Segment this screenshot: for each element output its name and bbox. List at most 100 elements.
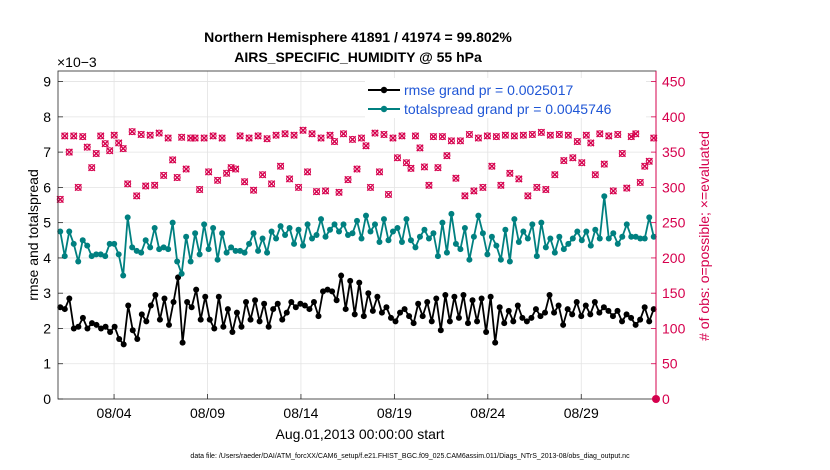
obs-evaluated-marker xyxy=(263,135,271,143)
obs-possible-marker xyxy=(187,134,195,142)
obs-point xyxy=(168,156,177,164)
obs-point xyxy=(164,134,172,142)
obs-evaluated-marker xyxy=(312,187,321,196)
obs-possible-marker xyxy=(479,183,487,191)
spread-point xyxy=(156,246,163,253)
spread-point xyxy=(133,247,140,254)
spread-point xyxy=(632,233,639,240)
obs-point xyxy=(632,130,640,138)
obs-evaluated-marker xyxy=(623,184,631,192)
obs-possible-marker xyxy=(335,188,343,196)
spread-point xyxy=(241,249,248,256)
spread-point xyxy=(457,246,464,253)
rmse-point xyxy=(646,318,653,325)
y2-tick-label: 300 xyxy=(662,179,686,195)
obs-point xyxy=(294,183,303,192)
spread-point xyxy=(511,216,518,223)
rmse-point xyxy=(619,318,626,325)
obs-evaluated-marker xyxy=(488,162,496,170)
obs-evaluated-marker xyxy=(303,168,312,176)
obs-possible-marker xyxy=(106,147,114,155)
obs-possible-marker xyxy=(582,131,590,139)
rmse-point xyxy=(202,293,209,300)
rmse-point xyxy=(265,323,272,330)
spread-point xyxy=(376,239,383,246)
rmse-point xyxy=(306,306,313,313)
rmse-point xyxy=(215,293,222,300)
spread-point xyxy=(349,230,356,237)
spread-point xyxy=(165,246,172,253)
spread-point xyxy=(421,226,428,233)
obs-possible-marker xyxy=(272,131,280,139)
legend-spread-label: totalspread grand pr = 0.0045746 xyxy=(404,101,612,117)
obs-evaluated-marker xyxy=(528,130,537,139)
obs-possible-marker xyxy=(308,130,316,138)
obs-evaluated-marker xyxy=(258,170,267,179)
rmse-point xyxy=(501,320,508,327)
obs-evaluated-marker xyxy=(281,130,289,138)
obs-possible-marker xyxy=(169,156,177,164)
obs-possible-marker xyxy=(555,130,563,138)
obs-point xyxy=(537,128,546,137)
rmse-point xyxy=(641,304,648,311)
spread-point xyxy=(470,233,477,240)
legend: rmse grand pr = 0.0025017 totalspread gr… xyxy=(365,78,646,118)
rmse-point xyxy=(301,302,308,309)
obs-evaluated-marker xyxy=(213,176,222,185)
spread-point xyxy=(111,240,118,247)
obs-possible-marker xyxy=(393,154,401,162)
rmse-point xyxy=(487,293,494,300)
obs-point xyxy=(312,187,321,196)
spread-point xyxy=(556,233,563,240)
obs-possible-marker xyxy=(384,190,392,198)
spread-point xyxy=(102,253,109,260)
obs-point xyxy=(326,131,334,139)
obs-evaluated-marker xyxy=(222,169,231,177)
obs-possible-marker xyxy=(497,181,505,189)
spread-point xyxy=(520,228,527,235)
obs-point xyxy=(317,134,325,142)
obs-point xyxy=(213,176,222,185)
obs-point xyxy=(97,132,105,140)
obs-evaluated-marker xyxy=(542,185,550,194)
chart-title: Northern Hemisphere 41891 / 41974 = 99.8… xyxy=(204,29,512,45)
obs-possible-marker xyxy=(155,129,163,137)
x-axis: 08/04 08/09 08/14 08/19 08/24 08/29 xyxy=(97,394,599,421)
obs-possible-marker xyxy=(124,180,132,188)
spread-point xyxy=(151,224,158,231)
spread-point xyxy=(529,221,536,228)
rmse-point xyxy=(523,318,530,325)
obs-possible-marker xyxy=(79,133,87,141)
spread-point xyxy=(443,249,450,256)
obs-possible-marker xyxy=(241,178,249,186)
obs-evaluated-marker xyxy=(402,159,411,167)
obs-point xyxy=(141,182,150,190)
spread-point xyxy=(120,272,127,279)
obs-possible-marker xyxy=(286,175,294,183)
y-tick-label: 4 xyxy=(43,250,51,266)
obs-point xyxy=(492,132,501,141)
y-axis-label: rmse and totalspread xyxy=(25,169,41,301)
obs-point xyxy=(380,130,388,139)
obs-point xyxy=(578,159,586,167)
spread-point xyxy=(232,247,239,254)
obs-evaluated-marker xyxy=(132,192,141,200)
obs-possible-marker xyxy=(596,130,604,138)
obs-possible-marker xyxy=(146,131,154,139)
spread-point xyxy=(619,233,626,240)
spread-point xyxy=(466,256,473,263)
obs-evaluated-marker xyxy=(128,127,136,136)
obs-possible-marker xyxy=(533,183,541,191)
obs-possible-marker xyxy=(614,130,622,138)
obs-point xyxy=(263,135,271,143)
obs-possible-marker xyxy=(232,165,240,173)
obs-possible-marker xyxy=(429,133,437,141)
rmse-point xyxy=(401,306,408,313)
obs-evaluated-marker xyxy=(344,175,352,184)
obs-possible-marker xyxy=(340,130,348,138)
rmse-point xyxy=(125,302,132,309)
rmse-point xyxy=(596,309,603,316)
obs-possible-marker xyxy=(650,134,658,142)
obs-point xyxy=(591,170,599,179)
rmse-point xyxy=(483,328,490,335)
